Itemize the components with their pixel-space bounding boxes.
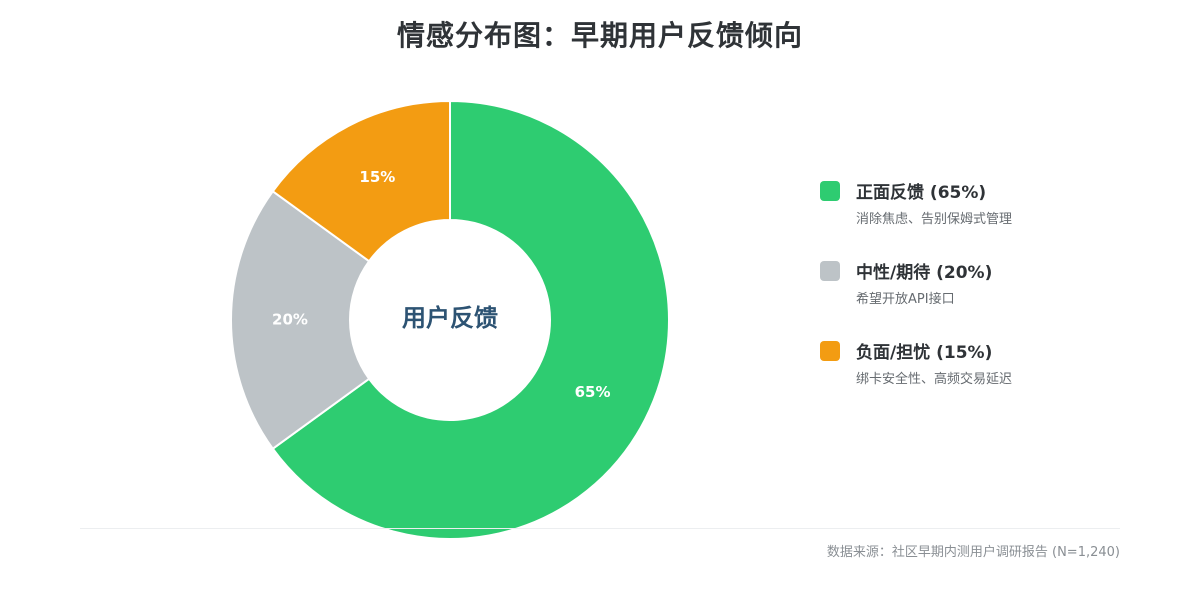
legend-swatch-negative xyxy=(820,341,840,361)
legend-item-positive: 正面反馈 (65%) 消除焦虑、告别保姆式管理 xyxy=(820,178,1160,258)
slice-neutral xyxy=(230,189,371,451)
source-note: 数据来源：社区早期内测用户调研报告 (N=1,240) xyxy=(826,545,1120,560)
legend-title-neutral: 中性/期待 (20%) xyxy=(856,263,993,283)
legend-item-negative: 负面/担忧 (15%) 绑卡安全性、高频交易延迟 xyxy=(820,338,1160,418)
legend-desc-neutral: 希望开放API接口 xyxy=(856,292,955,307)
slice-negative xyxy=(271,99,451,263)
legend-title-positive: 正面反馈 (65%) xyxy=(856,183,987,203)
legend-swatch-neutral xyxy=(820,261,840,281)
legend-desc-positive: 消除焦虑、告别保姆式管理 xyxy=(856,212,1013,227)
slice-label-positive: 65% xyxy=(575,383,611,401)
legend-title-negative: 负面/担忧 (15%) xyxy=(856,343,993,363)
legend-swatch-positive xyxy=(820,181,840,201)
slice-labels-group: 65% 20% 15% xyxy=(272,168,610,401)
legend-item-neutral: 中性/期待 (20%) 希望开放API接口 xyxy=(820,258,1160,338)
donut-center-label: 用户反馈 xyxy=(402,304,498,332)
slice-label-neutral: 20% xyxy=(272,311,308,329)
slice-label-negative: 15% xyxy=(359,168,395,186)
slices-group xyxy=(230,99,670,540)
footer-divider xyxy=(80,528,1120,529)
legend: 正面反馈 (65%) 消除焦虑、告别保姆式管理 中性/期待 (20%) 希望开放… xyxy=(820,178,1160,418)
legend-desc-negative: 绑卡安全性、高频交易延迟 xyxy=(856,372,1013,387)
slice-positive xyxy=(271,99,670,540)
chart-title: 情感分布图：早期用户反馈倾向 xyxy=(396,19,803,52)
